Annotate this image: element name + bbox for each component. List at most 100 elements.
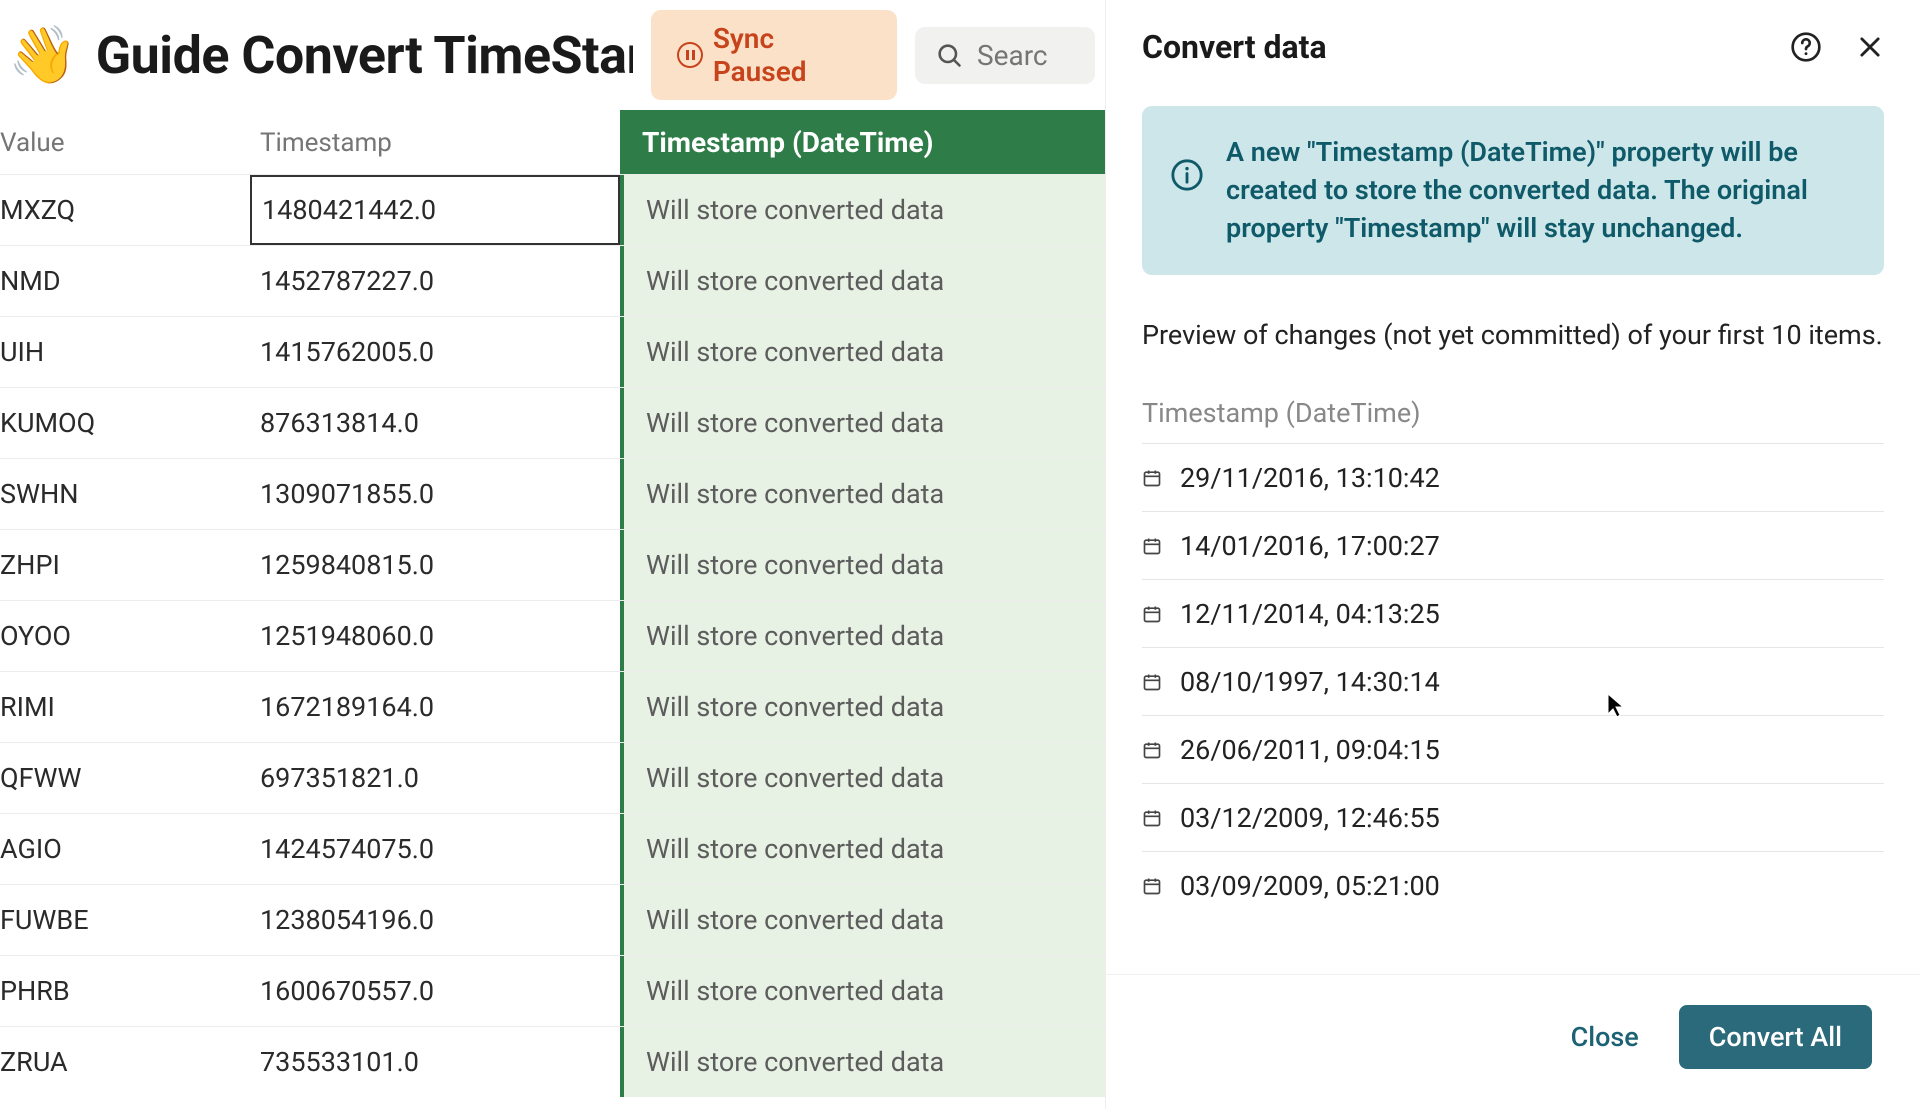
calendar-icon (1142, 740, 1162, 760)
preview-row: 12/11/2014, 04:13:25 (1142, 579, 1884, 647)
cell-converted[interactable]: Will store converted data (620, 388, 1105, 458)
cell-timestamp[interactable]: 697351821.0 (250, 743, 620, 813)
cell-converted[interactable]: Will store converted data (620, 317, 1105, 387)
table-body: MXZQ1480421442.0Will store converted dat… (0, 174, 1105, 1097)
cell-timestamp[interactable]: 1415762005.0 (250, 317, 620, 387)
close-icon (1856, 33, 1884, 61)
cell-value[interactable]: MXZQ (0, 175, 250, 245)
cell-value[interactable]: KUMOQ (0, 388, 250, 458)
table-row[interactable]: FUWBE1238054196.0Will store converted da… (0, 884, 1105, 955)
search-box[interactable] (915, 27, 1095, 84)
table-row[interactable]: QFWW697351821.0Will store converted data (0, 742, 1105, 813)
cell-converted[interactable]: Will store converted data (620, 530, 1105, 600)
cell-value[interactable]: SWHN (0, 459, 250, 529)
preview-row: 26/06/2011, 09:04:15 (1142, 715, 1884, 783)
cell-timestamp[interactable]: 1309071855.0 (250, 459, 620, 529)
preview-value: 26/06/2011, 09:04:15 (1180, 734, 1440, 766)
wave-icon: 👋 (8, 27, 78, 83)
sync-status-button[interactable]: Sync Paused (651, 10, 897, 100)
table-row[interactable]: AGIO1424574075.0Will store converted dat… (0, 813, 1105, 884)
cell-value[interactable]: ZHPI (0, 530, 250, 600)
calendar-icon (1142, 536, 1162, 556)
cell-timestamp[interactable]: 1480421442.0 (250, 175, 620, 245)
convert-panel: Convert data (1105, 0, 1920, 1109)
cell-timestamp[interactable]: 1251948060.0 (250, 601, 620, 671)
close-panel-button[interactable] (1856, 33, 1884, 61)
help-button[interactable] (1790, 31, 1822, 63)
cell-timestamp[interactable]: 1600670557.0 (250, 956, 620, 1026)
cell-timestamp[interactable]: 1259840815.0 (250, 530, 620, 600)
close-button[interactable]: Close (1571, 1021, 1639, 1053)
data-table: Value Timestamp Timestamp (DateTime) MXZ… (0, 110, 1105, 1097)
convert-all-button[interactable]: Convert All (1679, 1005, 1872, 1069)
cell-timestamp[interactable]: 1672189164.0 (250, 672, 620, 742)
cell-timestamp[interactable]: 735533101.0 (250, 1027, 620, 1097)
calendar-icon (1142, 876, 1162, 896)
preview-row: 03/12/2009, 12:46:55 (1142, 783, 1884, 851)
cell-value[interactable]: OYOO (0, 601, 250, 671)
calendar-icon (1142, 808, 1162, 828)
panel-header: Convert data (1106, 0, 1920, 76)
cell-value[interactable]: AGIO (0, 814, 250, 884)
cell-value[interactable]: PHRB (0, 956, 250, 1026)
preview-row: 08/10/1997, 14:30:14 (1142, 647, 1884, 715)
cell-converted[interactable]: Will store converted data (620, 1027, 1105, 1097)
preview-value: 14/01/2016, 17:00:27 (1180, 530, 1440, 562)
sync-status-label: Sync Paused (713, 22, 871, 88)
cell-value[interactable]: RIMI (0, 672, 250, 742)
calendar-icon (1142, 672, 1162, 692)
cell-timestamp[interactable]: 1452787227.0 (250, 246, 620, 316)
table-row[interactable]: KUMOQ876313814.0Will store converted dat… (0, 387, 1105, 458)
preview-column-header: Timestamp (DateTime) (1142, 397, 1884, 443)
cell-converted[interactable]: Will store converted data (620, 743, 1105, 813)
table-header-row: Value Timestamp Timestamp (DateTime) (0, 110, 1105, 174)
preview-caption: Preview of changes (not yet committed) o… (1142, 319, 1884, 351)
panel-body: A new "Timestamp (DateTime)" property wi… (1106, 76, 1920, 974)
cell-converted[interactable]: Will store converted data (620, 672, 1105, 742)
info-box: A new "Timestamp (DateTime)" property wi… (1142, 106, 1884, 275)
table-row[interactable]: ZHPI1259840815.0Will store converted dat… (0, 529, 1105, 600)
preview-row: 03/09/2009, 05:21:00 (1142, 851, 1884, 919)
help-icon (1790, 31, 1822, 63)
main-area: 👋 Guide Convert TimeStar Sync Paused Val… (0, 0, 1105, 1109)
cell-converted[interactable]: Will store converted data (620, 459, 1105, 529)
cell-value[interactable]: UIH (0, 317, 250, 387)
cell-converted[interactable]: Will store converted data (620, 814, 1105, 884)
calendar-icon (1142, 604, 1162, 624)
table-row[interactable]: ZRUA735533101.0Will store converted data (0, 1026, 1105, 1097)
col-header-value[interactable]: Value (0, 128, 250, 158)
preview-value: 12/11/2014, 04:13:25 (1180, 598, 1440, 630)
cell-converted[interactable]: Will store converted data (620, 601, 1105, 671)
col-header-converted[interactable]: Timestamp (DateTime) (620, 110, 1105, 175)
table-row[interactable]: MXZQ1480421442.0Will store converted dat… (0, 174, 1105, 245)
cell-converted[interactable]: Will store converted data (620, 885, 1105, 955)
calendar-icon (1142, 468, 1162, 488)
preview-list: 29/11/2016, 13:10:42 14/01/2016, 17:00:2… (1142, 443, 1884, 919)
cell-value[interactable]: QFWW (0, 743, 250, 813)
preview-value: 03/09/2009, 05:21:00 (1180, 870, 1440, 902)
table-row[interactable]: PHRB1600670557.0Will store converted dat… (0, 955, 1105, 1026)
preview-row: 29/11/2016, 13:10:42 (1142, 443, 1884, 511)
panel-footer: Close Convert All (1106, 974, 1920, 1109)
search-icon (935, 41, 963, 69)
cell-timestamp[interactable]: 1424574075.0 (250, 814, 620, 884)
cell-timestamp[interactable]: 1238054196.0 (250, 885, 620, 955)
col-header-timestamp[interactable]: Timestamp (250, 128, 620, 158)
table-row[interactable]: RIMI1672189164.0Will store converted dat… (0, 671, 1105, 742)
preview-value: 03/12/2009, 12:46:55 (1180, 802, 1440, 834)
cell-converted[interactable]: Will store converted data (620, 956, 1105, 1026)
pause-icon (677, 42, 703, 68)
cell-value[interactable]: FUWBE (0, 885, 250, 955)
cell-converted[interactable]: Will store converted data (620, 175, 1105, 245)
info-text: A new "Timestamp (DateTime)" property wi… (1226, 134, 1856, 247)
table-row[interactable]: NMD1452787227.0Will store converted data (0, 245, 1105, 316)
search-input[interactable] (977, 39, 1077, 72)
cell-value[interactable]: NMD (0, 246, 250, 316)
cell-converted[interactable]: Will store converted data (620, 246, 1105, 316)
page-title: Guide Convert TimeStar (96, 25, 634, 86)
cell-timestamp[interactable]: 876313814.0 (250, 388, 620, 458)
table-row[interactable]: OYOO1251948060.0Will store converted dat… (0, 600, 1105, 671)
cell-value[interactable]: ZRUA (0, 1027, 250, 1097)
table-row[interactable]: UIH1415762005.0Will store converted data (0, 316, 1105, 387)
table-row[interactable]: SWHN1309071855.0Will store converted dat… (0, 458, 1105, 529)
